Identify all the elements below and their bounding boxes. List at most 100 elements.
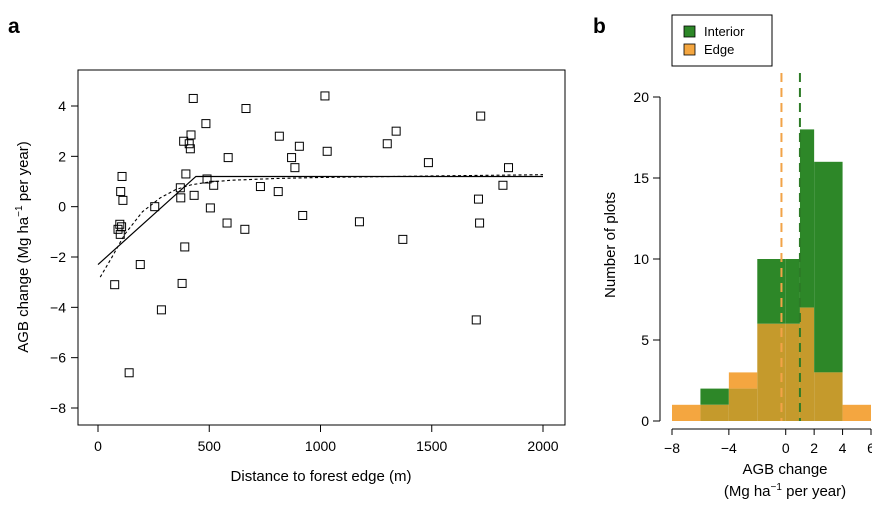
- scatter-point: [209, 180, 219, 190]
- panel-a-y-label: AGB change (Mg ha−1 per year): [14, 141, 32, 353]
- scatter-point: [241, 104, 251, 114]
- legend-swatch-interior: [683, 25, 696, 38]
- panel-a-y-tick-label: 4: [58, 98, 66, 114]
- scatter-point: [471, 315, 481, 325]
- panel-a-y-tick-label: −6: [50, 350, 66, 366]
- panel-a-ticks: 0 500 1000 1500 2000 −8 −6 −4 −2 0 2 4: [50, 98, 559, 454]
- panel-b-x-tick-label: 6: [867, 440, 872, 456]
- panel-a-y-label-main: AGB change (Mg ha: [15, 216, 32, 353]
- scatter-point: [273, 187, 283, 197]
- scatter-point: [202, 174, 212, 184]
- panel-b-y-tick-label: 5: [641, 332, 649, 348]
- panel-b-mean-lines: [780, 73, 801, 421]
- scatter-point: [115, 219, 125, 229]
- scatter-point: [398, 234, 408, 244]
- scatter-point: [116, 187, 126, 197]
- scatter-point: [201, 119, 211, 129]
- histogram-bar-edge: [728, 372, 758, 389]
- scatter-point: [255, 182, 265, 192]
- scatter-point: [188, 93, 198, 103]
- panel-b-bars: [672, 129, 871, 421]
- scatter-point: [473, 194, 483, 204]
- scatter-point: [124, 368, 134, 378]
- panel-a-y-label-tail: per year): [15, 141, 32, 205]
- histogram-bar-interior: [799, 129, 815, 308]
- scatter-point: [150, 202, 160, 212]
- scatter-point: [354, 217, 364, 227]
- panel-a-y-tick-label: −8: [50, 400, 66, 416]
- panel-b-y-tick-label: 20: [633, 89, 649, 105]
- scatter-point: [179, 136, 189, 146]
- panel-b-y-tick-label: 10: [633, 251, 649, 267]
- scatter-point: [181, 169, 191, 179]
- scatter-point: [177, 278, 187, 288]
- scatter-point: [117, 171, 127, 181]
- panel-a-x-tick-label: 2000: [527, 438, 558, 454]
- panel-a-y-tick-label: −2: [50, 249, 66, 265]
- scatter-point: [240, 224, 250, 234]
- scatter-point: [498, 180, 508, 190]
- panel-b-x-label-superscript: −1: [771, 482, 783, 493]
- histogram-bar-interior: [700, 388, 729, 405]
- panel-b-x-tick-label: 0: [782, 440, 790, 456]
- scatter-point: [476, 111, 486, 121]
- panel-b-label: b: [593, 15, 606, 38]
- histogram-bar-edge: [672, 404, 701, 421]
- panel-b-x-tick-label: 4: [839, 440, 847, 456]
- panel-a-y-tick-label: 0: [58, 199, 66, 215]
- histogram-bar-interior: [814, 161, 843, 373]
- scatter-point: [118, 195, 128, 205]
- scatter-point: [186, 130, 196, 140]
- panel-b-x-tick-label: −4: [721, 440, 737, 456]
- panel-a-plot-frame: [77, 69, 566, 426]
- scatter-point: [223, 153, 233, 163]
- panel-b-y-label: Number of plots: [602, 192, 619, 298]
- scatter-point: [135, 260, 145, 270]
- scatter-point: [117, 222, 127, 232]
- panel-b-x-label-line1: AGB change: [742, 461, 827, 478]
- panel-a-y-tick-label: −4: [50, 299, 66, 315]
- panel-a-x-label: Distance to forest edge (m): [231, 468, 412, 485]
- panel-b-y-tick-label: 15: [633, 170, 649, 186]
- scatter-point: [156, 305, 166, 315]
- histogram-bar-overlap: [728, 388, 758, 421]
- histogram-bar-overlap: [799, 307, 815, 421]
- histogram-bar-overlap: [814, 372, 843, 421]
- legend-swatch-edge: [683, 43, 696, 56]
- panel-a-y-label-superscript: −1: [14, 205, 25, 217]
- panel-b-x-tick-label: 2: [810, 440, 818, 456]
- scatter-point: [287, 153, 297, 163]
- panel-b-x-label-tail: per year): [782, 483, 846, 500]
- panel-b-axes: 0 5 10 15 20 −8 −4 0 2 4 6: [633, 89, 872, 456]
- scatter-point: [423, 158, 433, 168]
- scatter-point: [185, 144, 195, 154]
- scatter-point: [189, 190, 199, 200]
- scatter-point: [110, 280, 120, 290]
- legend-label-edge: Edge: [704, 42, 734, 57]
- panel-a-x-tick-label: 500: [198, 438, 222, 454]
- panel-a-solid-fit-line: [97, 175, 543, 265]
- scatter-point: [382, 139, 392, 149]
- histogram-bar-overlap: [785, 323, 800, 421]
- panel-b-x-label-main: (Mg ha: [724, 483, 771, 500]
- histogram-bar-overlap: [700, 404, 729, 421]
- scatter-point: [222, 218, 232, 228]
- panel-a-x-tick-label: 1500: [416, 438, 447, 454]
- scatter-point: [180, 242, 190, 252]
- scatter-point: [504, 163, 514, 173]
- panel-b-x-tick-label: −8: [664, 440, 680, 456]
- scatter-point: [175, 183, 185, 193]
- scatter-point: [274, 131, 284, 141]
- scatter-point: [391, 126, 401, 136]
- panel-a-label: a: [8, 15, 20, 38]
- scatter-point: [320, 91, 330, 101]
- panel-a-x-tick-label: 1000: [305, 438, 336, 454]
- scatter-point: [205, 203, 215, 213]
- scatter-point: [322, 146, 332, 156]
- scatter-point: [184, 139, 194, 149]
- scatter-point: [475, 218, 485, 228]
- histogram-bar-edge: [842, 404, 871, 421]
- panel-b-y-tick-label: 0: [641, 413, 649, 429]
- panel-a-x-tick-label: 0: [94, 438, 102, 454]
